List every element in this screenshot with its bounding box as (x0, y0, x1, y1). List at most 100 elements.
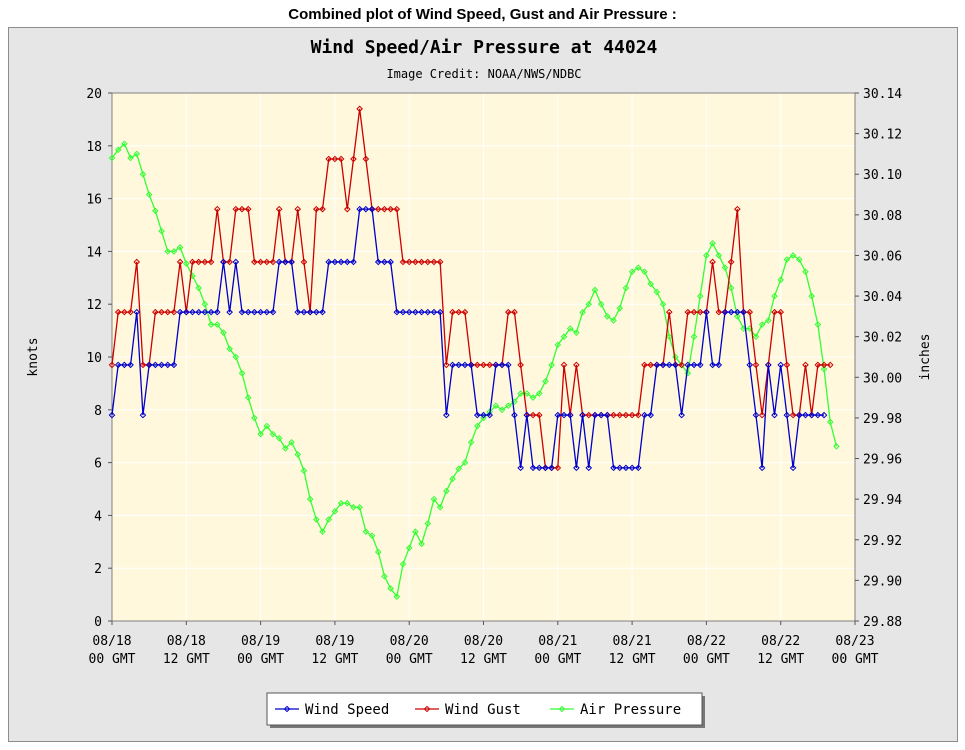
wind-speed-point (176, 308, 184, 316)
air-pressure-point (529, 394, 537, 401)
wind-speed-point (424, 308, 432, 316)
air-pressure-point (758, 321, 766, 328)
x-tick-label-time: 00 GMT (683, 652, 730, 667)
air-pressure-point (480, 414, 487, 422)
y2-tick-label: 30.06 (863, 249, 902, 264)
wind-gust-point (207, 258, 215, 266)
wind-gust-point (504, 308, 512, 316)
wind-speed-point (405, 308, 413, 316)
air-pressure-point (795, 256, 803, 263)
air-pressure-point (133, 150, 141, 158)
air-pressure-point (721, 264, 729, 271)
wind-gust-point (820, 361, 828, 369)
air-pressure-point (709, 239, 716, 247)
y2-axis-label: inches (918, 334, 933, 381)
wind-speed-point (610, 464, 617, 472)
wind-speed-point (560, 411, 568, 419)
wind-gust-point (152, 308, 159, 316)
wind-speed-point (703, 308, 710, 316)
y-tick-label: 0 (94, 615, 102, 630)
wind-speed-point (634, 464, 642, 472)
air-pressure-point (641, 268, 648, 276)
x-tick-label-time: 12 GMT (460, 652, 507, 667)
wind-speed-point (362, 205, 370, 213)
wind-gust-point (610, 411, 617, 419)
wind-gust-point (269, 258, 277, 266)
y-tick-label: 4 (94, 509, 102, 524)
wind-gust-point (641, 361, 648, 369)
wind-speed-point (374, 258, 382, 266)
wind-gust-point (802, 361, 809, 369)
wind-speed-point (343, 258, 351, 266)
wind-gust-point (554, 464, 562, 472)
wind-speed-point (789, 464, 797, 472)
wind-speed-point (430, 308, 438, 316)
air-pressure-point (783, 256, 791, 263)
air-pressure-point (182, 260, 190, 267)
wind-speed-point (672, 361, 679, 369)
wind-speed-point (201, 308, 209, 316)
x-tick-label-date: 08/19 (315, 634, 354, 649)
air-pressure-point (108, 154, 116, 162)
air-pressure-point (430, 495, 438, 503)
wind-speed-point (542, 464, 549, 472)
wind-speed-point (226, 308, 233, 316)
wind-speed-point (436, 308, 444, 316)
air-pressure-point (467, 438, 475, 446)
wind-speed-point (721, 308, 729, 316)
y2-tick-label: 29.90 (863, 574, 902, 589)
wind-gust-point (201, 258, 209, 266)
wind-speed-point (337, 258, 345, 266)
air-pressure-point (777, 276, 785, 284)
x-tick-label-date: 08/21 (613, 634, 652, 649)
air-pressure-point (319, 528, 326, 535)
air-pressure-point (523, 390, 531, 397)
wind-speed-point (127, 361, 134, 369)
wind-speed-point (659, 361, 667, 369)
air-pressure-point (300, 467, 308, 475)
legend-label-wind-speed: Wind Speed (305, 702, 389, 718)
wind-gust-point (511, 308, 518, 316)
x-tick-label-time: 12 GMT (163, 652, 210, 667)
air-pressure-point (653, 288, 661, 296)
wind-speed-point (133, 308, 141, 316)
wind-gust-point (789, 411, 797, 419)
air-pressure-point (232, 353, 240, 361)
chart-panel: Wind Speed/Air Pressure at 44024 Image C… (8, 27, 958, 742)
air-pressure-point (622, 284, 630, 292)
x-tick-label-date: 08/18 (92, 634, 131, 649)
wind-speed-point (282, 258, 289, 266)
air-pressure-point (263, 422, 271, 430)
wind-gust-point (684, 308, 692, 316)
wind-speed-point (331, 258, 339, 266)
wind-gust-point (232, 205, 240, 213)
air-pressure-point (752, 333, 760, 340)
wind-speed-point (511, 411, 518, 419)
air-pressure-point (734, 313, 741, 320)
y-tick-label: 12 (86, 298, 102, 313)
wind-speed-point (467, 361, 475, 369)
wind-gust-point (814, 361, 822, 369)
air-pressure-point (294, 451, 302, 458)
air-pressure-point (461, 459, 469, 466)
air-pressure-point (504, 402, 512, 410)
wind-gust-point (387, 205, 394, 213)
wind-speed-point (622, 464, 630, 472)
air-pressure-point (647, 280, 654, 288)
air-pressure-point (176, 244, 184, 251)
air-pressure-point (325, 516, 333, 523)
x-tick-label-time: 00 GMT (89, 652, 136, 667)
wind-gust-point (393, 205, 401, 213)
air-pressure-point (684, 369, 692, 377)
wind-gust-point (474, 361, 481, 369)
wind-speed-point (492, 361, 500, 369)
air-pressure-point (244, 394, 252, 401)
wind-gust-point (449, 308, 456, 316)
wind-gust-point (319, 205, 326, 213)
wind-gust-point (678, 361, 685, 369)
wind-speed-point (350, 258, 357, 266)
wind-gust-point (121, 308, 128, 316)
wind-speed-point (740, 308, 747, 316)
wind-speed-point (647, 411, 654, 419)
page-title: Combined plot of Wind Speed, Gust and Ai… (288, 6, 677, 23)
